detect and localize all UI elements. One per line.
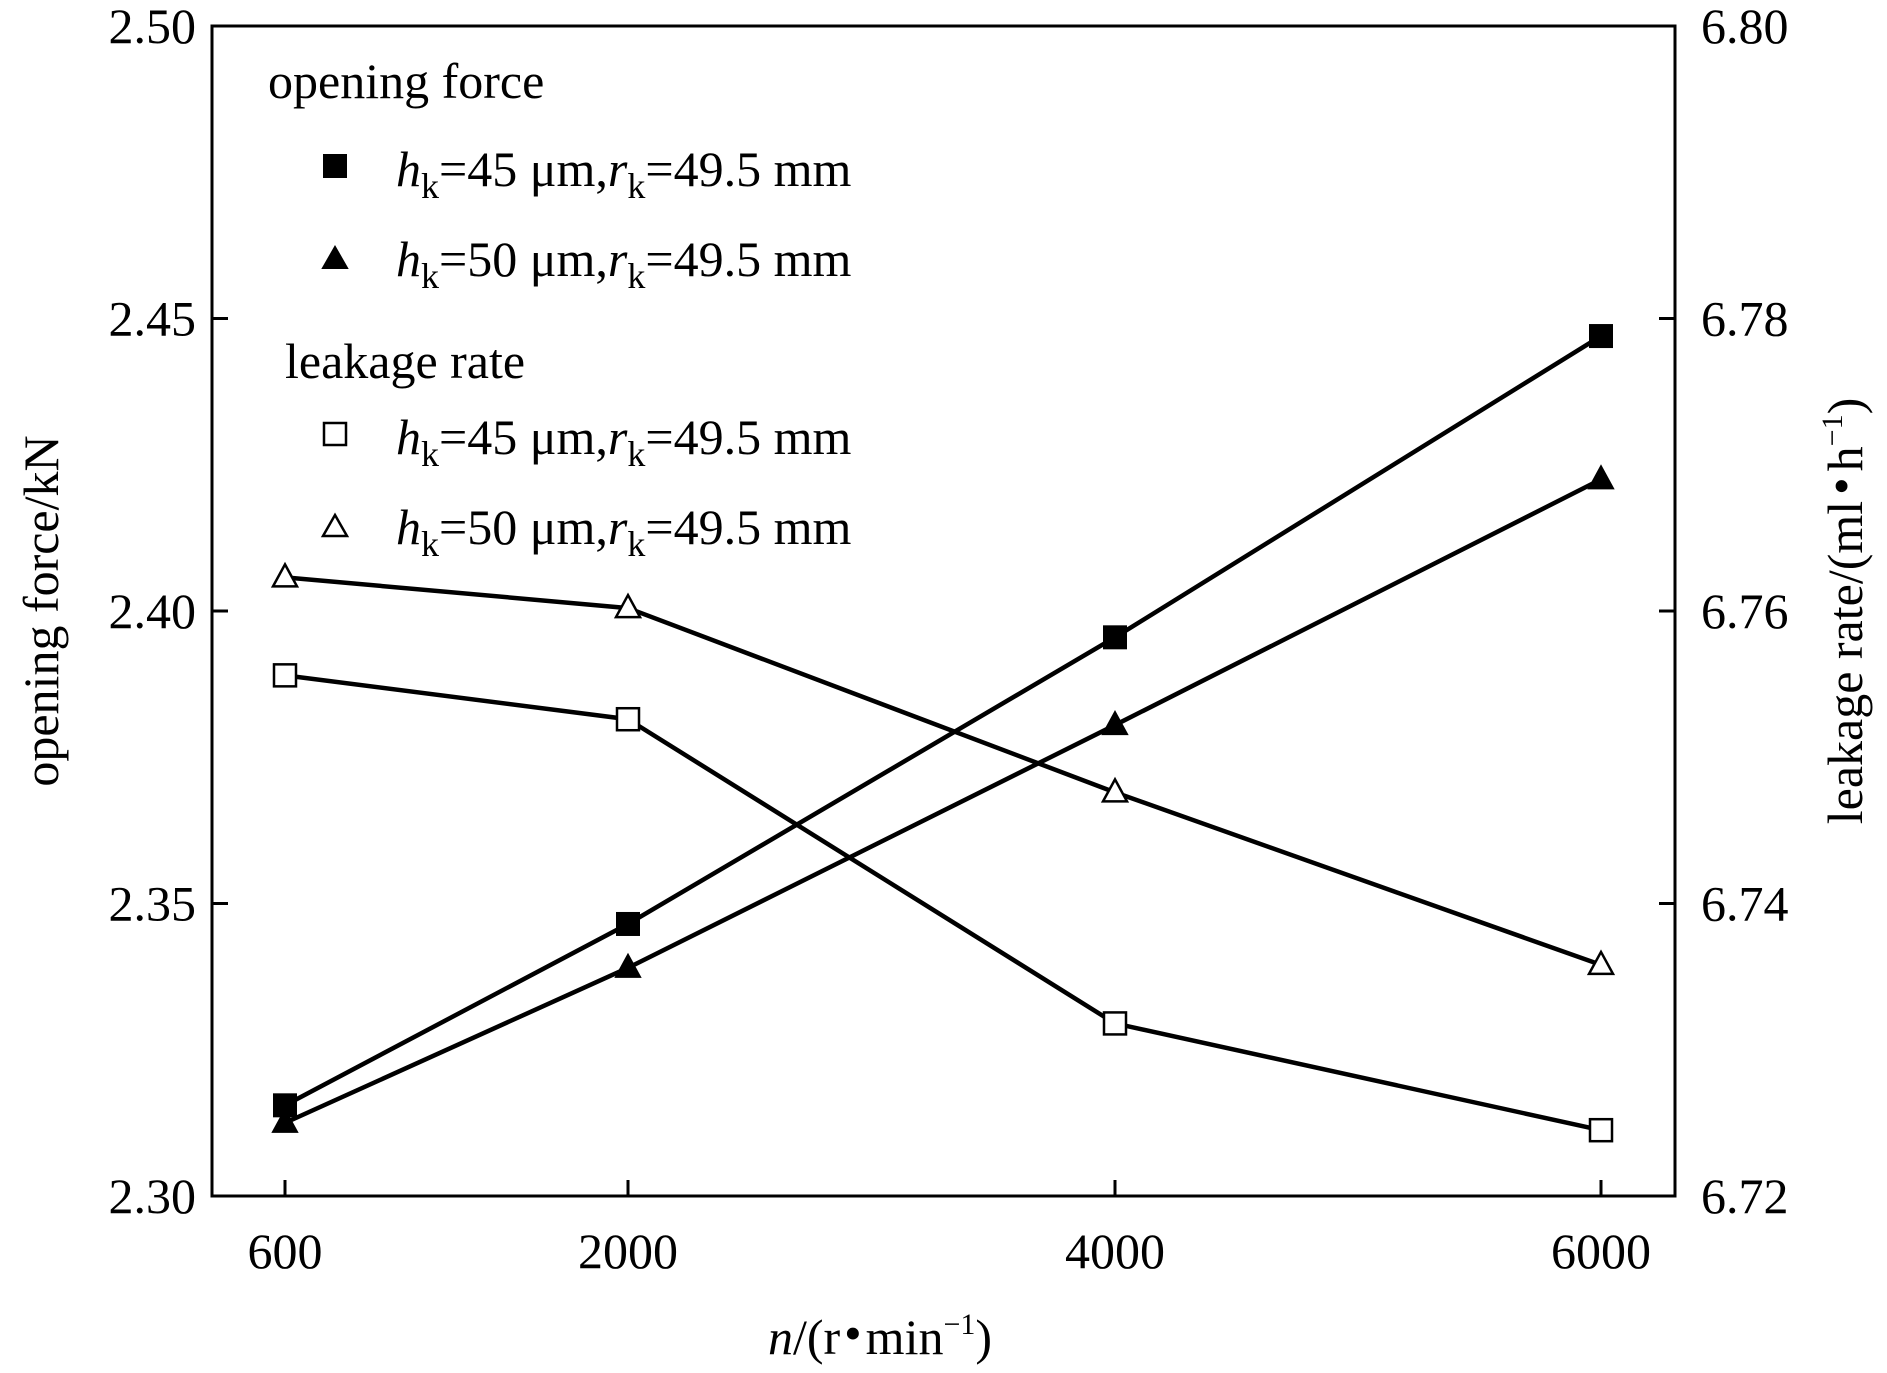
data-point-triangle-open: [1586, 949, 1616, 976]
right-axis-title-sup: −1: [1816, 414, 1849, 446]
legend-entry-opening-50: hk=50 μm,rk=49.5 mm: [396, 231, 851, 296]
x-axis-title-unit: min: [866, 1309, 944, 1365]
legend-marker-triangle-filled: [321, 244, 349, 269]
x-axis-tick-label: 600: [248, 1223, 323, 1279]
legend-r-var: r: [608, 231, 628, 287]
right-axis-title-dot: •: [1813, 477, 1869, 495]
legend-marker-square-filled: [323, 154, 347, 178]
legend-h-var: h: [396, 409, 421, 465]
x-axis-title: n/(r•min−1): [768, 1305, 992, 1365]
legend-r-sub: k: [627, 524, 645, 564]
series-line-triangle-open: [284, 575, 1602, 968]
left-axis-tick-label: 2.40: [109, 583, 197, 639]
data-point-triangle-open: [613, 592, 643, 619]
data-point-square-open: [1102, 1011, 1128, 1036]
x-axis-tick-label: 2000: [578, 1223, 678, 1279]
legend-r-val: =49.5 mm: [645, 141, 851, 197]
axis-tick-labels: 2.30 2.35 2.40 2.45 2.50 6.72 6.74 6.76 6.78 6.80…: [109, 0, 1789, 1279]
legend-r-sub: k: [627, 256, 645, 296]
data-point-triangle-filled: [1101, 709, 1129, 736]
right-axis-tick-label: 6.72: [1701, 1168, 1789, 1224]
right-axis-tick-label: 6.76: [1701, 583, 1789, 639]
x-axis-tick-label: 6000: [1551, 1223, 1651, 1279]
left-axis-tick-label: 2.50: [109, 0, 197, 54]
data-point-square-filled: [616, 911, 640, 936]
legend-h-sub: k: [421, 256, 439, 296]
legend-group-opening: opening force: [268, 53, 544, 109]
data-point-square-filled: [1589, 324, 1613, 349]
legend-r-val: =49.5 mm: [645, 231, 851, 287]
data-point-triangle-open: [1100, 776, 1130, 803]
legend-h-sub: k: [421, 166, 439, 206]
legend-h-val: =50 μm,: [439, 231, 608, 287]
x-axis-title-sup: −1: [943, 1308, 975, 1341]
legend-r-sub: k: [627, 434, 645, 474]
legend-entry-leakage-45: hk=45 μm,rk=49.5 mm: [396, 409, 851, 474]
right-axis-title: leakage rate/(ml • h−1): [1813, 398, 1873, 825]
x-axis-title-open: /(r: [793, 1309, 841, 1365]
legend-h-sub: k: [421, 524, 439, 564]
x-axis-title-dot: •: [844, 1305, 862, 1361]
left-axis-tick-label: 2.35: [109, 876, 197, 932]
legend-group-leakage: leakage rate: [285, 333, 525, 389]
legend-r-sub: k: [627, 166, 645, 206]
axis-ticks: [212, 24, 1675, 1198]
right-axis-tick-label: 6.78: [1701, 291, 1789, 347]
legend-entry-leakage-50: hk=50 μm,rk=49.5 mm: [396, 499, 851, 564]
legend-r-val: =49.5 mm: [645, 409, 851, 465]
data-point-triangle-filled: [1587, 464, 1615, 490]
data-point-triangle-filled: [271, 1107, 299, 1133]
left-axis-tick-label: 2.45: [109, 291, 197, 347]
right-axis-tick-label: 6.74: [1701, 876, 1789, 932]
data-point-triangle-open: [270, 561, 300, 588]
legend: opening force leakage rate hk=45 μm,rk=4…: [268, 53, 851, 564]
data-point-square-open: [272, 663, 298, 688]
right-axis-title-unit: h: [1817, 446, 1873, 471]
legend-entry-opening-45: hk=45 μm,rk=49.5 mm: [396, 141, 851, 206]
series-markers: [270, 324, 1616, 1143]
legend-r-var: r: [608, 141, 628, 197]
right-axis-title-main: leakage rate/(ml: [1817, 501, 1873, 824]
data-point-square-open: [615, 706, 641, 732]
legend-r-val: =49.5 mm: [645, 499, 851, 555]
right-axis-title-close: ): [1817, 398, 1873, 415]
x-axis-title-var: n: [768, 1309, 793, 1365]
legend-h-var: h: [396, 231, 421, 287]
right-axis-tick-label: 6.80: [1701, 0, 1789, 54]
legend-marker-triangle-open: [320, 512, 350, 538]
left-axis-title: opening force/kN: [13, 435, 69, 786]
data-point-square-filled: [1103, 625, 1127, 650]
legend-marker-square-open: [322, 421, 348, 447]
x-axis-title-close: ): [975, 1309, 992, 1365]
legend-h-val: =45 μm,: [439, 141, 608, 197]
legend-h-var: h: [396, 499, 421, 555]
data-point-triangle-filled: [614, 952, 642, 978]
legend-r-var: r: [608, 499, 628, 555]
x-axis-tick-label: 4000: [1065, 1223, 1165, 1279]
legend-h-val: =50 μm,: [439, 499, 608, 555]
legend-h-val: =45 μm,: [439, 409, 608, 465]
series-line-triangle-filled: [284, 477, 1603, 1125]
series-lines: [283, 334, 1603, 1133]
series-line-square-open: [284, 673, 1602, 1133]
left-axis-tick-label: 2.30: [109, 1168, 197, 1224]
legend-h-var: h: [396, 141, 421, 197]
data-point-square-open: [1588, 1117, 1614, 1143]
legend-r-var: r: [608, 409, 628, 465]
series-line-square-filled: [283, 334, 1603, 1108]
legend-h-sub: k: [421, 434, 439, 474]
